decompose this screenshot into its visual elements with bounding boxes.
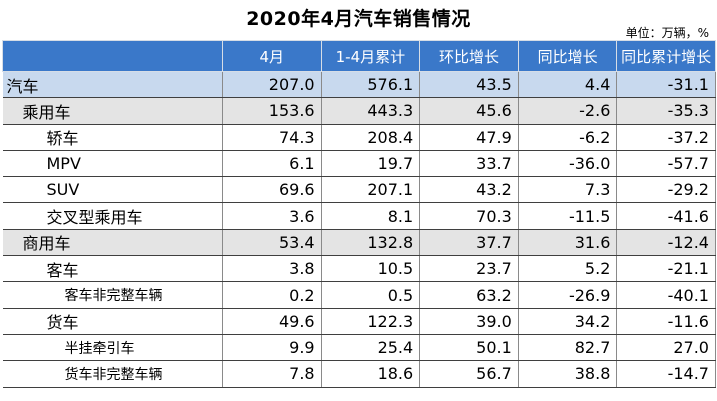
value-cell: 7.8 [222, 360, 322, 388]
value-cell: 153.6 [222, 97, 322, 125]
table-row: 轿车 74.3 208.4 47.9 -6.2 -37.2 [2, 124, 716, 151]
value-cell: -29.2 [616, 176, 716, 204]
header-cell-blank [2, 40, 223, 72]
value-cell: -26.9 [518, 281, 618, 309]
value-cell: -21.1 [616, 255, 716, 283]
value-cell: -36.0 [518, 150, 618, 178]
value-cell: 69.6 [222, 176, 322, 204]
value-cell: -37.2 [616, 124, 716, 151]
row-label: 客车非完整车辆 [2, 281, 223, 309]
value-cell: 50.1 [419, 334, 519, 362]
value-cell: 82.7 [518, 334, 618, 362]
row-label: 客车 [2, 255, 223, 283]
value-cell: -31.1 [616, 71, 716, 99]
value-cell: -14.7 [616, 360, 716, 388]
table-row: 商用车 53.4 132.8 37.7 31.6 -12.4 [2, 229, 716, 257]
value-cell: 122.3 [321, 308, 421, 335]
table-row: 货车非完整车辆 7.8 18.6 56.7 38.8 -14.7 [2, 360, 716, 388]
sales-table: 4月 1-4月累计 环比增长 同比增长 同比累计增长 汽车 207.0 576.1 4… [2, 40, 716, 388]
value-cell: -11.5 [518, 202, 618, 230]
value-cell: 3.8 [222, 255, 322, 283]
row-label: 汽车 [2, 71, 223, 99]
value-cell: -41.6 [616, 202, 716, 230]
value-cell: 33.7 [419, 150, 519, 178]
value-cell: 0.2 [222, 281, 322, 309]
value-cell: 207.0 [222, 71, 322, 99]
row-label: SUV [2, 176, 223, 204]
value-cell: 3.6 [222, 202, 322, 230]
value-cell: 37.7 [419, 229, 519, 257]
table-row: 汽车 207.0 576.1 43.5 4.4 -31.1 [2, 71, 716, 99]
value-cell: 63.2 [419, 281, 519, 309]
value-cell: 4.4 [518, 71, 618, 99]
value-cell: 9.9 [222, 334, 322, 362]
table-row: MPV 6.1 19.7 33.7 -36.0 -57.7 [2, 150, 716, 178]
value-cell: 0.5 [321, 281, 421, 309]
value-cell: -12.4 [616, 229, 716, 257]
value-cell: 208.4 [321, 124, 421, 151]
value-cell: -11.6 [616, 308, 716, 335]
page-title: 2020年4月汽车销售情况 [246, 8, 471, 30]
value-cell: 38.8 [518, 360, 618, 388]
header-cell-ytd: 1-4月累计 [320, 40, 421, 72]
value-cell: 56.7 [419, 360, 519, 388]
value-cell: 25.4 [321, 334, 421, 362]
value-cell: 31.6 [518, 229, 618, 257]
value-cell: -6.2 [518, 124, 618, 151]
row-label: 货车 [2, 308, 223, 335]
value-cell: -40.1 [616, 281, 716, 309]
value-cell: 70.3 [419, 202, 519, 230]
value-cell: 43.5 [419, 71, 519, 99]
value-cell: 5.2 [518, 255, 618, 283]
row-label: 交叉型乘用车 [2, 202, 223, 230]
header-cell-ytd-yoy: 同比累计增长 [616, 40, 716, 72]
row-label: 轿车 [2, 124, 223, 151]
value-cell: 34.2 [518, 308, 618, 335]
value-cell: 45.6 [419, 97, 519, 125]
value-cell: -35.3 [616, 97, 716, 125]
header-row: 4月 1-4月累计 环比增长 同比增长 同比累计增长 [2, 40, 716, 72]
row-label: 半挂牵引车 [2, 334, 223, 362]
value-cell: 23.7 [419, 255, 519, 283]
value-cell: 132.8 [321, 229, 421, 257]
row-label: 商用车 [2, 229, 223, 257]
value-cell: 27.0 [616, 334, 716, 362]
value-cell: 19.7 [321, 150, 421, 178]
table-row: 半挂牵引车 9.9 25.4 50.1 82.7 27.0 [2, 334, 716, 362]
value-cell: 43.2 [419, 176, 519, 204]
table-row: SUV 69.6 207.1 43.2 7.3 -29.2 [2, 176, 716, 204]
value-cell: 8.1 [321, 202, 421, 230]
row-label: MPV [2, 150, 223, 178]
header-cell-yoy: 同比增长 [517, 40, 618, 72]
row-label: 乘用车 [2, 97, 223, 125]
value-cell: -2.6 [518, 97, 618, 125]
value-cell: 207.1 [321, 176, 421, 204]
row-label: 货车非完整车辆 [2, 360, 223, 388]
value-cell: 18.6 [321, 360, 421, 388]
value-cell: 576.1 [321, 71, 421, 99]
value-cell: 49.6 [222, 308, 322, 335]
value-cell: 7.3 [518, 176, 618, 204]
header-cell-mom: 环比增长 [419, 40, 519, 72]
value-cell: 6.1 [222, 150, 322, 178]
value-cell: 53.4 [222, 229, 322, 257]
value-cell: 47.9 [419, 124, 519, 151]
value-cell: 10.5 [321, 255, 421, 283]
table-row: 交叉型乘用车 3.6 8.1 70.3 -11.5 -41.6 [2, 202, 716, 230]
unit-label: 单位：万辆，% [625, 26, 709, 40]
value-cell: 74.3 [222, 124, 322, 151]
value-cell: 39.0 [419, 308, 519, 335]
table-row: 客车非完整车辆 0.2 0.5 63.2 -26.9 -40.1 [2, 281, 716, 309]
value-cell: -57.7 [616, 150, 716, 178]
table-row: 货车 49.6 122.3 39.0 34.2 -11.6 [2, 308, 716, 335]
table-row: 乘用车 153.6 443.3 45.6 -2.6 -35.3 [2, 97, 716, 125]
table-row: 客车 3.8 10.5 23.7 5.2 -21.1 [2, 255, 716, 283]
header-cell-april: 4月 [222, 40, 322, 72]
value-cell: 443.3 [321, 97, 421, 125]
